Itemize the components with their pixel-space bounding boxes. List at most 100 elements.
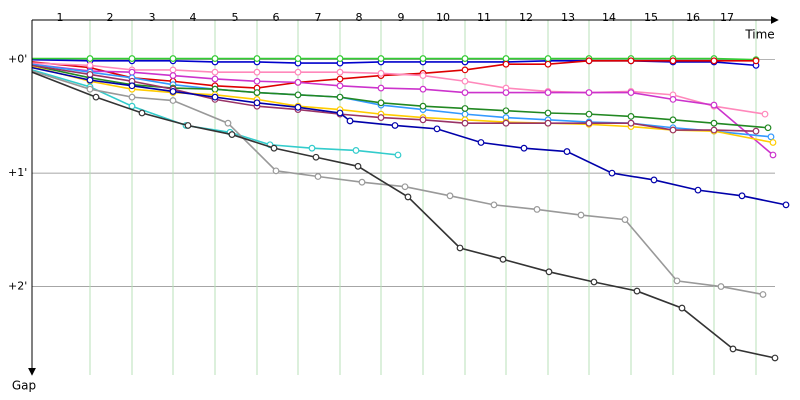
data-point bbox=[336, 55, 344, 62]
data-point bbox=[336, 93, 344, 101]
data-point bbox=[86, 61, 94, 69]
data-point bbox=[336, 68, 344, 76]
data-point bbox=[336, 82, 344, 90]
data-point bbox=[729, 345, 737, 353]
data-point bbox=[169, 66, 177, 74]
data-point bbox=[544, 89, 552, 96]
data-point bbox=[354, 162, 362, 170]
x-tick-label: 1 bbox=[57, 11, 64, 24]
x-tick-label: 2 bbox=[107, 11, 114, 24]
data-point bbox=[710, 57, 718, 65]
data-point bbox=[128, 82, 136, 90]
data-point bbox=[461, 105, 469, 112]
data-point bbox=[577, 211, 585, 219]
data-point bbox=[764, 124, 772, 132]
x-tick-label: 14 bbox=[602, 11, 616, 24]
data-point bbox=[545, 268, 553, 276]
data-point bbox=[169, 97, 177, 104]
data-point bbox=[138, 109, 146, 117]
data-point bbox=[446, 192, 454, 200]
data-point bbox=[404, 193, 412, 201]
data-point bbox=[253, 77, 261, 85]
data-point bbox=[377, 69, 385, 77]
data-point bbox=[633, 287, 641, 295]
data-point bbox=[502, 107, 510, 115]
data-point bbox=[544, 119, 552, 127]
x-tick-label: 17 bbox=[720, 11, 734, 24]
data-point bbox=[253, 89, 261, 96]
x-tick-label: 13 bbox=[561, 11, 575, 24]
data-point bbox=[585, 89, 593, 96]
data-point bbox=[502, 60, 510, 68]
data-point bbox=[520, 144, 528, 152]
data-point bbox=[608, 169, 616, 177]
data-point bbox=[461, 89, 469, 96]
x-tick-label: 6 bbox=[273, 11, 280, 24]
data-point bbox=[767, 133, 775, 141]
data-point bbox=[294, 55, 302, 62]
data-point bbox=[461, 110, 469, 118]
data-point bbox=[533, 206, 541, 213]
y-tick-label: +1' bbox=[8, 166, 27, 179]
data-point bbox=[669, 116, 677, 124]
data-point bbox=[461, 55, 469, 62]
x-tick-label: 15 bbox=[644, 11, 658, 24]
data-point bbox=[456, 244, 464, 252]
data-point bbox=[346, 117, 354, 125]
series-line bbox=[31, 64, 757, 132]
data-point bbox=[336, 75, 344, 83]
data-point bbox=[86, 76, 94, 84]
data-point bbox=[352, 147, 360, 154]
data-point bbox=[419, 55, 427, 62]
data-point bbox=[759, 291, 767, 298]
data-point bbox=[502, 89, 510, 96]
data-point bbox=[169, 72, 177, 79]
data-point bbox=[590, 278, 598, 286]
data-point bbox=[294, 103, 302, 111]
data-point bbox=[585, 110, 593, 118]
data-point bbox=[228, 131, 236, 138]
x-tick-label: 4 bbox=[190, 11, 197, 24]
data-point bbox=[771, 354, 779, 362]
data-point bbox=[272, 167, 280, 175]
data-point bbox=[502, 55, 510, 62]
data-point bbox=[669, 95, 677, 103]
data-point bbox=[782, 201, 790, 209]
x-tick-label: 10 bbox=[436, 11, 450, 24]
y-tick-label: +0' bbox=[8, 53, 27, 66]
data-point bbox=[419, 85, 427, 93]
data-point bbox=[377, 84, 385, 92]
data-point bbox=[461, 119, 469, 127]
data-point bbox=[710, 101, 718, 109]
data-point bbox=[621, 216, 629, 224]
data-point bbox=[377, 114, 385, 121]
series-lines bbox=[31, 55, 790, 362]
data-point bbox=[211, 93, 219, 101]
data-point bbox=[710, 126, 718, 134]
data-point bbox=[294, 78, 302, 86]
data-point bbox=[752, 127, 760, 135]
data-point bbox=[585, 57, 593, 65]
data-point bbox=[419, 116, 427, 124]
data-point bbox=[391, 122, 399, 129]
data-point bbox=[308, 144, 316, 152]
data-point bbox=[490, 201, 498, 209]
series-line bbox=[31, 65, 774, 144]
data-point bbox=[253, 55, 261, 62]
data-point bbox=[86, 55, 94, 62]
data-point bbox=[461, 77, 469, 85]
data-point bbox=[92, 93, 100, 101]
data-point bbox=[627, 89, 635, 96]
data-point bbox=[211, 75, 219, 83]
y-axis-label: Gap bbox=[12, 379, 36, 393]
data-point bbox=[627, 119, 635, 127]
data-point bbox=[738, 192, 746, 200]
y-tick-label: +2' bbox=[8, 280, 27, 293]
data-point bbox=[669, 126, 677, 134]
series-line bbox=[31, 62, 766, 115]
x-tick-label: 11 bbox=[477, 11, 491, 24]
x-tick-label: 8 bbox=[356, 11, 363, 24]
data-point bbox=[336, 109, 344, 117]
data-point bbox=[627, 57, 635, 65]
data-point bbox=[377, 55, 385, 62]
